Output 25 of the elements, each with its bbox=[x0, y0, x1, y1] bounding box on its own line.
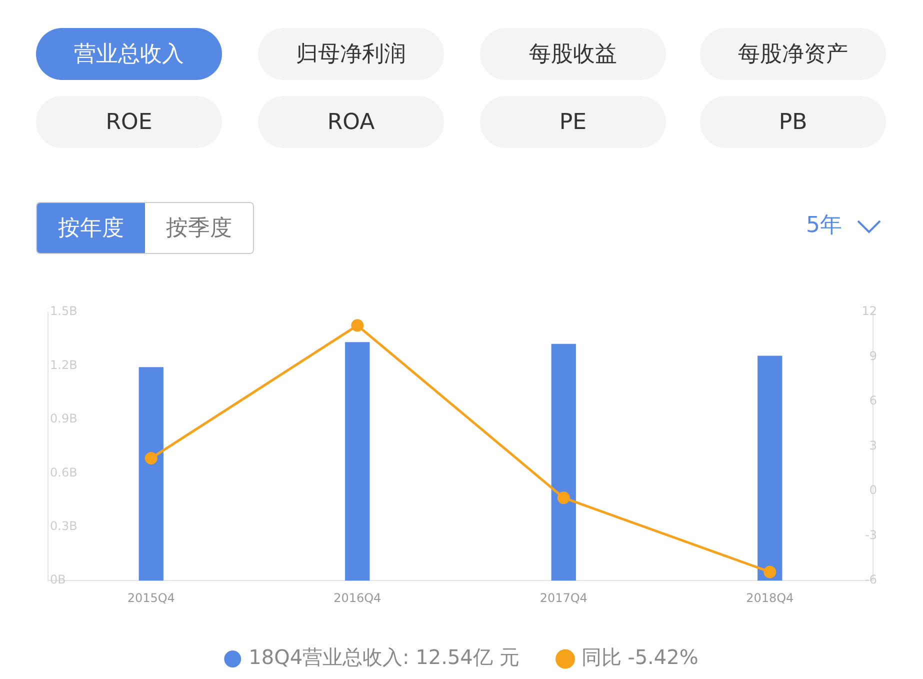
bar bbox=[345, 342, 370, 581]
text: PB bbox=[700, 96, 886, 148]
text: 归母净利润 bbox=[258, 28, 444, 80]
legend-label: 18Q4营业总收入: 12.54亿 元 bbox=[248, 645, 520, 670]
x-tick-label: 2016Q4 bbox=[334, 590, 382, 605]
x-tick-label: 2018Q4 bbox=[746, 590, 794, 605]
point bbox=[764, 566, 776, 578]
point bbox=[144, 452, 158, 464]
point bbox=[557, 492, 570, 504]
text: 5年 bbox=[806, 212, 842, 240]
x-tick-label: 2017Q4 bbox=[540, 590, 588, 605]
bar bbox=[551, 344, 576, 581]
text: 按年度 bbox=[37, 203, 145, 253]
text: 按季度 bbox=[165, 215, 233, 243]
text: 每股收益 bbox=[480, 28, 666, 80]
bar bbox=[758, 356, 782, 581]
point bbox=[351, 319, 364, 332]
text: ROE bbox=[36, 96, 222, 148]
legend-label: 同比 -5.42% bbox=[581, 645, 698, 670]
text: PE bbox=[480, 96, 666, 148]
text: ROA bbox=[258, 96, 444, 148]
text: 营业总收入 bbox=[36, 28, 222, 80]
text: 每股净资产 bbox=[700, 28, 886, 80]
bar bbox=[138, 367, 164, 581]
x-tick-label: 2015Q4 bbox=[127, 590, 175, 605]
